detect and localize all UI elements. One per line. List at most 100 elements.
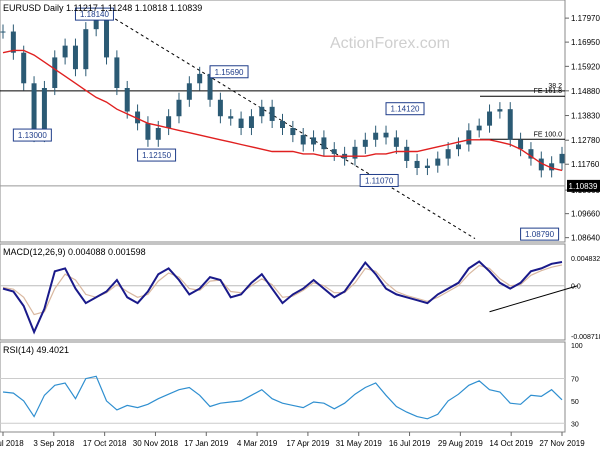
price-y-tick-label: 1.09660	[571, 210, 600, 219]
macd-panel-frame	[0, 243, 566, 341]
macd-trendline	[489, 285, 578, 313]
price-candle-body	[518, 139, 524, 150]
price-candle-body	[321, 137, 327, 150]
price-candle-body	[393, 137, 399, 147]
price-candle-body	[424, 165, 430, 168]
price-candle-body	[559, 153, 565, 164]
price-label-text: 1.12150	[142, 151, 171, 160]
price-label-text: 1.14120	[391, 105, 420, 114]
price-label-box	[137, 148, 177, 162]
price-label-box	[359, 173, 399, 187]
date-x-tick-label: 29 Aug 2019	[438, 439, 483, 448]
price-label-text: 1.15690	[215, 68, 244, 77]
downtrend-dashed-line	[104, 12, 476, 240]
price-candle-body	[155, 128, 161, 140]
price-y-tick-label: 1.17970	[571, 14, 600, 23]
price-y-tick-label: 1.12780	[571, 136, 600, 145]
price-candle-body	[538, 158, 544, 171]
price-candle-body	[72, 45, 78, 70]
fib-level-label: FE 161.8	[534, 88, 563, 95]
price-candle-body	[114, 57, 120, 88]
date-x-tick-label: 19 Jul 2018	[0, 439, 24, 448]
price-candle-body	[228, 116, 234, 119]
price-candle-body	[404, 146, 410, 161]
current-price-text: 1.10839	[569, 182, 598, 191]
price-candle-body	[414, 160, 420, 168]
price-candle-body	[383, 132, 389, 138]
macd-y-tick-label: -0.008718	[571, 334, 600, 341]
price-candle-body	[166, 116, 172, 128]
macd-y-tick-label: 0.004832	[571, 256, 600, 263]
price-candle-body	[52, 57, 58, 88]
price-candle-body	[528, 149, 534, 159]
rsi-y-tick-label: 30	[571, 421, 579, 428]
price-candle-body	[487, 111, 493, 126]
price-candle-body	[362, 139, 368, 147]
fib-level-label: FE 100.0	[534, 131, 563, 138]
grid-lines	[0, 12, 569, 436]
price-candle-body	[476, 125, 482, 131]
date-x-tick-label: 17 Jan 2019	[184, 439, 229, 448]
date-x-tick-label: 4 Mar 2019	[237, 439, 278, 448]
price-label-box	[12, 128, 52, 142]
price-candle-body	[311, 137, 317, 145]
watermark-text: ActionForex.com	[330, 35, 450, 52]
price-candle-body	[290, 128, 296, 136]
price-candle-body	[238, 118, 244, 128]
price-candle-body	[217, 99, 223, 117]
price-candle-body	[124, 88, 130, 112]
price-candle-body	[186, 83, 192, 100]
price-y-tick-label: 1.11760	[571, 160, 600, 169]
rsi-y-tick-label: 100	[571, 343, 583, 350]
date-x-tick-label: 3 Sep 2018	[33, 439, 74, 448]
price-candle-body	[0, 31, 6, 33]
macd-line	[2, 260, 563, 335]
price-candle-body	[455, 144, 461, 150]
price-candle-body	[259, 106, 265, 117]
price-candle-body	[21, 52, 27, 84]
price-y-tick-label: 1.13830	[571, 112, 600, 121]
rsi-y-tick-label: 70	[571, 377, 579, 384]
chart-layers: 1.17970 1.16950 1.15920 1.14880 1.13830 1.127…	[0, 7, 600, 448]
price-candle-body	[466, 130, 472, 145]
current-price-marker	[567, 179, 600, 192]
price-y-tick-label: 1.15920	[571, 62, 600, 71]
price-candle-body	[10, 31, 16, 53]
date-x-tick-label: 31 May 2019	[336, 439, 383, 448]
price-candle-body	[331, 149, 337, 154]
price-y-tick-label: 1.08640	[571, 234, 600, 243]
price-y-tick-label: 1.14880	[571, 87, 600, 96]
rsi-panel-frame	[0, 341, 566, 433]
rsi-y-tick-label: 50	[571, 399, 579, 406]
price-candle-body	[352, 146, 358, 159]
price-y-tick-label: 1.16950	[571, 38, 600, 47]
price-candle-body	[62, 45, 68, 58]
price-candle-body	[497, 109, 503, 112]
price-candle-body	[280, 120, 285, 128]
date-x-tick-label: 30 Nov 2018	[133, 439, 179, 448]
macd-panel-title: MACD(12,26,9) 0.004088 0.001598	[3, 247, 146, 257]
date-x-tick-label: 14 Oct 2019	[489, 439, 533, 448]
price-candle-body	[104, 15, 110, 58]
price-label-text: 1.18140	[80, 10, 109, 19]
price-candle-body	[445, 149, 451, 159]
price-candle-body	[176, 99, 182, 117]
price-candle-body	[373, 132, 379, 140]
price-label-text: 1.13000	[18, 131, 47, 140]
price-candle-body	[41, 88, 47, 136]
price-candle-body	[197, 73, 203, 84]
price-panel-title: EURUSD Daily 1.11217 1.11248 1.10818 1.1…	[3, 3, 202, 13]
price-candle-body	[31, 83, 37, 136]
price-candle-body	[507, 109, 513, 140]
price-candle-body	[93, 15, 99, 30]
price-candle-body	[145, 123, 151, 140]
price-candle-body	[549, 163, 555, 171]
price-candle-body	[300, 135, 306, 145]
date-x-tick-label: 27 Nov 2019	[539, 439, 585, 448]
rsi-panel-title: RSI(14) 49.4021	[3, 345, 69, 355]
price-label-box	[520, 227, 560, 241]
price-candle-body	[83, 29, 89, 70]
rsi-line	[2, 375, 563, 420]
price-label-text: 1.08790	[525, 230, 554, 239]
